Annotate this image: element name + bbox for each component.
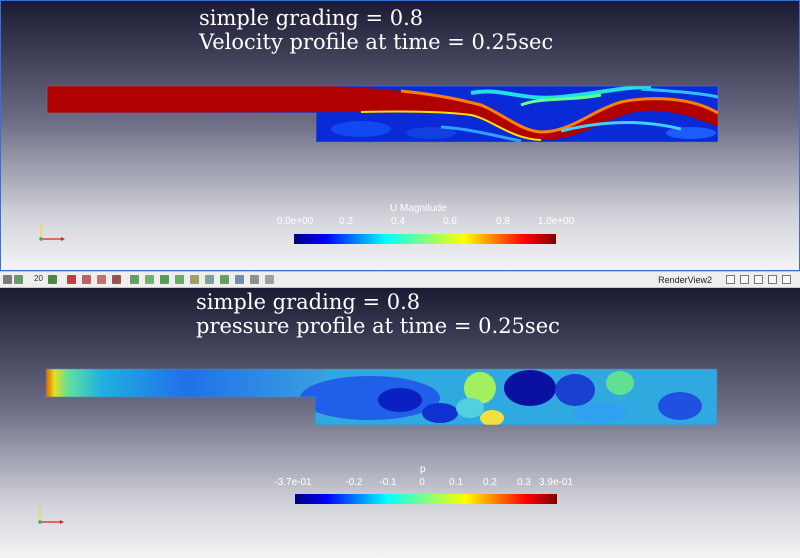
split-horizontal-icon[interactable] <box>726 275 735 284</box>
velocity-colorbar <box>294 234 556 244</box>
colorbar-tick-label: 0.0e+00 <box>276 216 314 227</box>
camera-icon[interactable] <box>768 275 777 284</box>
velocity-title-line1: simple grading = 0.8 <box>199 6 424 30</box>
colorbar-tick-label: 0.3 <box>517 477 531 488</box>
pressure-domain <box>46 369 717 425</box>
colorbar-tick-label: 1.0e+00 <box>537 216 575 227</box>
toolbar-icon-3[interactable] <box>48 275 57 284</box>
toolbar-icon-5[interactable] <box>82 275 91 284</box>
toolbar-icon-11[interactable] <box>175 275 184 284</box>
toolbar-icon-16[interactable] <box>250 275 259 284</box>
velocity-field-plot <box>46 85 719 143</box>
velocity-colorbar-title: U Magnitude <box>390 203 447 214</box>
colorbar-tick-label: 0.2 <box>339 216 353 227</box>
pressure-title-line2: pressure profile at time = 0.25sec <box>196 314 560 338</box>
close-icon[interactable] <box>782 275 791 284</box>
toolbar-icon-4[interactable] <box>67 275 76 284</box>
orientation-axes-icon-2 <box>38 506 64 524</box>
render-view-pressure[interactable]: simple grading = 0.8 pressure profile at… <box>0 288 800 558</box>
toolbar-icon-6[interactable] <box>97 275 106 284</box>
render-view-label: RenderView2 <box>658 275 712 285</box>
colorbar-tick-label: 0.4 <box>391 216 405 227</box>
pressure-colorbar-title: p <box>420 464 426 475</box>
colorbar-tick-label: 0 <box>419 477 425 488</box>
pressure-colorbar <box>295 494 557 504</box>
frame-value[interactable]: 20 <box>34 274 43 283</box>
toolbar-icon-17[interactable] <box>265 275 274 284</box>
colorbar-tick-label: 3.9e-01 <box>539 477 573 488</box>
toolbar-icon-8[interactable] <box>130 275 139 284</box>
colorbar-tick-label: 0.1 <box>449 477 463 488</box>
toolbar-icon-7[interactable] <box>112 275 121 284</box>
pressure-field-plot <box>45 368 718 426</box>
toolbar-icon-10[interactable] <box>160 275 169 284</box>
velocity-title-line2: Velocity profile at time = 0.25sec <box>199 30 554 54</box>
toolbar-icon-12[interactable] <box>190 275 199 284</box>
pressure-title-line1: simple grading = 0.8 <box>196 290 421 314</box>
orientation-axes-icon <box>39 223 65 241</box>
view-toolbar: 20 RenderView2 <box>0 271 800 288</box>
toolbar-icon-13[interactable] <box>205 275 214 284</box>
toolbar-icon-2[interactable] <box>14 275 23 284</box>
colorbar-tick-label: -0.1 <box>379 477 397 488</box>
velocity-domain <box>47 86 718 142</box>
maximize-icon[interactable] <box>754 275 763 284</box>
toolbar-icon-14[interactable] <box>220 275 229 284</box>
toolbar-icon-9[interactable] <box>145 275 154 284</box>
colorbar-tick-label: 0.2 <box>483 477 497 488</box>
colorbar-tick-label: 0.8 <box>496 216 510 227</box>
colorbar-tick-label: 0.6 <box>443 216 457 227</box>
split-vertical-icon[interactable] <box>740 275 749 284</box>
toolbar-icon-15[interactable] <box>235 275 244 284</box>
render-view-velocity[interactable]: simple grading = 0.8 Velocity profile at… <box>0 0 800 271</box>
colorbar-tick-label: -0.2 <box>345 477 363 488</box>
colorbar-tick-label: -3.7e-01 <box>274 477 312 488</box>
toolbar-icon-1[interactable] <box>3 275 12 284</box>
